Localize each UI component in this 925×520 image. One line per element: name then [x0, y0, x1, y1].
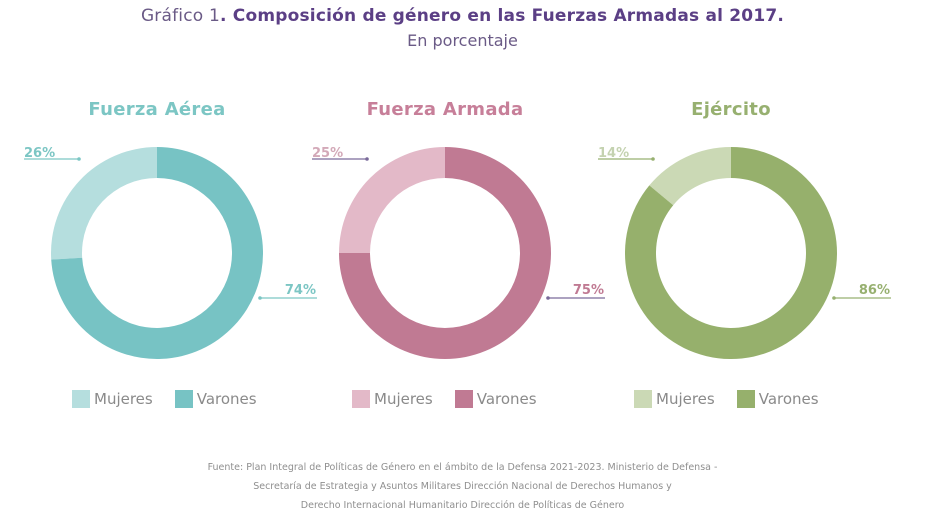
legend-label-varones: Varones	[476, 390, 537, 408]
leader-dot-fuerza-aerea-varones	[258, 296, 262, 300]
data-label-fuerza-aerea-varones: 74%	[285, 283, 316, 298]
source-line-3: Derecho Internacional Humanitario Direcc…	[300, 500, 625, 511]
leader-dot-fuerza-armada-mujeres	[365, 157, 369, 161]
legend-fuerza-aerea: Mujeres Varones	[72, 390, 279, 408]
data-label-fuerza-armada-mujeres: 25%	[312, 146, 343, 161]
donut-slice-fuerza-aerea-mujeres	[51, 147, 157, 260]
source-line-2: Secretaría de Estrategia y Asuntos Milit…	[253, 481, 672, 492]
legend-ejercito: Mujeres Varones	[634, 390, 841, 408]
leader-dot-fuerza-aerea-mujeres	[77, 157, 81, 161]
panel-title-fuerza-aerea: Fuerza Aérea	[88, 99, 226, 120]
chart-title: Gráfico 1. Composición de género en las …	[0, 6, 925, 26]
legend-swatch-varones	[454, 390, 473, 408]
data-label-ejercito-mujeres: 14%	[598, 146, 629, 161]
legend-item-mujeres: Mujeres	[72, 390, 153, 408]
donut-slice-ejercito-mujeres	[649, 147, 731, 206]
donut-slice-fuerza-armada-mujeres	[339, 147, 445, 253]
data-label-ejercito-varones: 86%	[859, 283, 890, 298]
legend-swatch-varones	[174, 390, 193, 408]
source-note: Fuente: Plan Integral de Políticas de Gé…	[0, 458, 925, 515]
data-label-fuerza-armada-varones: 75%	[573, 283, 604, 298]
legend-fuerza-armada: Mujeres Varones	[352, 390, 559, 408]
legend-label-varones: Varones	[758, 390, 819, 408]
legend-label-mujeres: Mujeres	[656, 390, 715, 408]
source-line-1: Fuente: Plan Integral de Políticas de Gé…	[207, 462, 718, 473]
chart-title-prefix: Gráfico 1	[140, 6, 220, 26]
legend-item-varones: Varones	[174, 390, 257, 408]
legend-label-mujeres: Mujeres	[374, 390, 433, 408]
legend-label-mujeres: Mujeres	[94, 390, 153, 408]
panel-title-ejercito: Ejército	[691, 99, 771, 120]
leader-dot-ejercito-varones	[832, 296, 836, 300]
leader-dot-ejercito-mujeres	[651, 157, 655, 161]
data-label-fuerza-aerea-mujeres: 26%	[24, 146, 55, 161]
legend-swatch-mujeres	[352, 390, 370, 408]
legend-item-varones: Varones	[454, 390, 537, 408]
panel-title-fuerza-armada: Fuerza Armada	[366, 99, 524, 120]
chart-title-main: . Composición de género en las Fuerzas A…	[220, 6, 785, 26]
legend-label-varones: Varones	[196, 390, 257, 408]
chart-subtitle: En porcentaje	[407, 31, 518, 50]
legend-item-mujeres: Mujeres	[352, 390, 433, 408]
legend-item-mujeres: Mujeres	[634, 390, 715, 408]
legend-swatch-mujeres	[72, 390, 90, 408]
leader-dot-fuerza-armada-varones	[546, 296, 550, 300]
legend-swatch-varones	[736, 390, 755, 408]
legend-item-varones: Varones	[736, 390, 819, 408]
legend-swatch-mujeres	[634, 390, 652, 408]
